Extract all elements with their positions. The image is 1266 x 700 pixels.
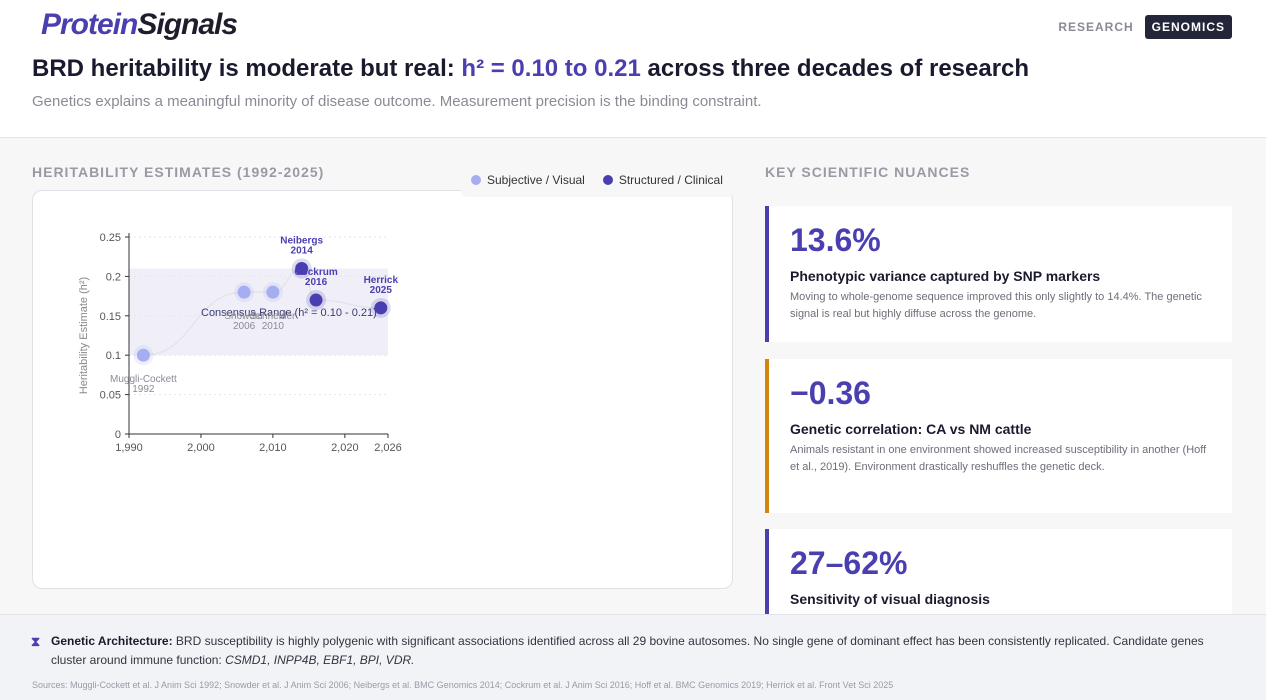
data-point-muggli-cockett [136,348,150,362]
y-tick-label: 0.1 [106,350,121,362]
x-tick-label: 2,026 [374,442,402,454]
x-tick-label: 2,020 [331,442,359,454]
nuance-card-correlation: −0.36 Genetic correlation: CA vs NM catt… [765,359,1232,513]
footer: ⧗ Genetic Architecture: BRD susceptibili… [0,614,1266,700]
data-point-snowder [237,285,251,299]
consensus-range-label: Consensus Range (h² = 0.10 - 0.21) [201,307,377,319]
genetic-architecture-note: Genetic Architecture: BRD susceptibility… [51,634,1204,667]
page-title: BRD heritability is moderate but real: h… [32,55,1030,82]
point-label-author: Schneider [250,311,296,322]
card-description: Moving to whole-genome sequence improved… [790,291,1202,320]
y-axis-label: Heritability Estimate (h²) [78,277,90,394]
x-tick-label: 2,010 [259,442,287,454]
point-label-author: Muggli-Cockett [110,374,177,385]
page-header: ProteinSignals RESEARCH GENOMICS BRD her… [0,0,1266,138]
card-title: Genetic correlation: CA vs NM cattle [790,421,1032,437]
y-tick-label: 0.05 [100,390,121,402]
chart-card: 0 0.05 0.1 0.15 0.2 0.25 1,990 2,000 2,010 2,020 2… [32,190,733,589]
tab-research[interactable]: RESEARCH [1058,20,1134,34]
card-value: 13.6% [790,222,881,258]
point-label-year: 2006 [233,321,256,332]
brand-logo[interactable]: ProteinSignals [41,8,238,41]
card-description: Animals resistant in one environment sho… [790,444,1207,473]
point-label-author: Neibergs [280,236,323,247]
data-point-cockrum [309,293,323,307]
sources-line: Sources: Muggli-Cockett et al. J Anim Sc… [32,680,894,690]
legend-dot-structured [602,175,613,185]
dna-icon: ⧗ [31,634,41,649]
y-tick-label: 0.15 [100,311,121,323]
point-label-year: 2025 [370,285,393,296]
point-label-year: 2016 [305,277,328,288]
card-title: Phenotypic variance captured by SNP mark… [790,268,1101,284]
x-tick-label: 1,990 [115,442,143,454]
nuance-card-snp: 13.6% Phenotypic variance captured by SN… [765,206,1232,342]
point-label-author: Cockrum [294,267,337,278]
point-label-author: Snowder [224,311,264,322]
card-value: −0.36 [790,375,871,411]
y-tick-label: 0 [115,429,121,441]
chart-legend: Subjective / Visual Structured / Clinica… [461,163,733,197]
legend-item-subjective[interactable]: Subjective / Visual [471,173,585,187]
point-label-year: 1992 [132,384,155,395]
tab-genomics[interactable]: GENOMICS [1144,15,1232,39]
point-label-author: Herrick [364,275,399,286]
point-label-year: 2014 [291,246,314,257]
y-tick-label: 0.25 [100,232,121,244]
heritability-chart: 0 0.05 0.1 0.15 0.2 0.25 1,990 2,000 2,010 2,020 2… [78,232,402,454]
card-value: 27–62% [790,545,908,581]
nav-tabs: RESEARCH GENOMICS [1051,15,1232,39]
data-point-schneider [266,285,280,299]
legend-item-structured[interactable]: Structured / Clinical [602,173,723,187]
x-tick-label: 2,000 [187,442,215,454]
legend-dot-subjective [471,175,481,185]
nuances-section-title: KEY SCIENTIFIC NUANCES [765,164,971,180]
data-point-neibergs [295,262,309,276]
point-label-year: 2010 [262,321,285,332]
data-point-herrick [374,301,388,315]
chart-section-title: HERITABILITY ESTIMATES (1992-2025) [32,164,325,180]
consensus-band [129,268,388,356]
y-tick-label: 0.2 [106,271,121,283]
nuance-card-visual-diagnosis: 27–62% Sensitivity of visual diagnosis [765,529,1232,614]
card-title: Sensitivity of visual diagnosis [790,591,990,607]
page-subtitle: Genetics explains a meaningful minority … [32,93,762,110]
